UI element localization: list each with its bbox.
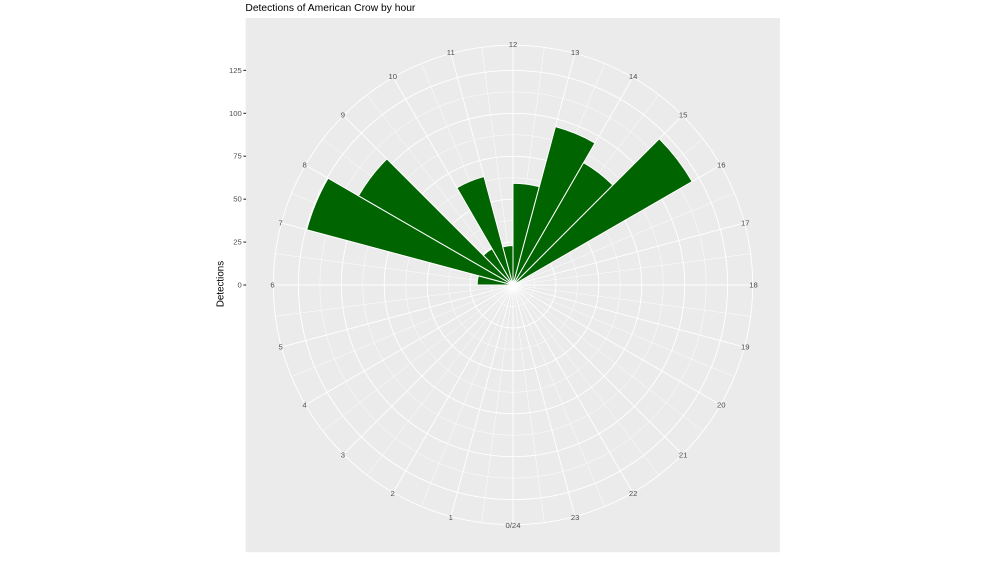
svg-text:17: 17	[741, 218, 750, 227]
svg-text:Detections: Detections	[215, 261, 226, 307]
svg-text:1: 1	[449, 513, 453, 522]
svg-text:4: 4	[303, 401, 308, 410]
svg-text:13: 13	[571, 48, 580, 57]
svg-text:5: 5	[279, 343, 283, 352]
svg-text:8: 8	[303, 160, 307, 169]
svg-text:3: 3	[341, 451, 345, 460]
svg-text:22: 22	[629, 489, 638, 498]
svg-text:0: 0	[238, 281, 242, 290]
svg-text:14: 14	[629, 72, 638, 81]
svg-text:20: 20	[717, 401, 726, 410]
svg-text:9: 9	[341, 110, 345, 119]
svg-text:21: 21	[679, 451, 688, 460]
svg-text:15: 15	[679, 110, 688, 119]
svg-text:11: 11	[447, 48, 455, 57]
svg-text:50: 50	[233, 195, 242, 204]
svg-text:23: 23	[571, 513, 580, 522]
svg-text:100: 100	[229, 109, 242, 118]
svg-text:0/24: 0/24	[506, 521, 522, 530]
svg-text:75: 75	[233, 152, 242, 161]
svg-text:19: 19	[741, 343, 750, 352]
svg-text:6: 6	[270, 281, 274, 290]
svg-text:25: 25	[233, 238, 242, 247]
svg-text:7: 7	[279, 218, 283, 227]
svg-text:2: 2	[391, 489, 395, 498]
svg-text:18: 18	[749, 281, 758, 290]
svg-text:125: 125	[229, 66, 242, 75]
svg-text:10: 10	[389, 72, 398, 81]
svg-text:16: 16	[717, 160, 726, 169]
svg-text:Detections of American Crow by: Detections of American Crow by hour	[245, 3, 416, 14]
svg-text:12: 12	[509, 40, 518, 49]
